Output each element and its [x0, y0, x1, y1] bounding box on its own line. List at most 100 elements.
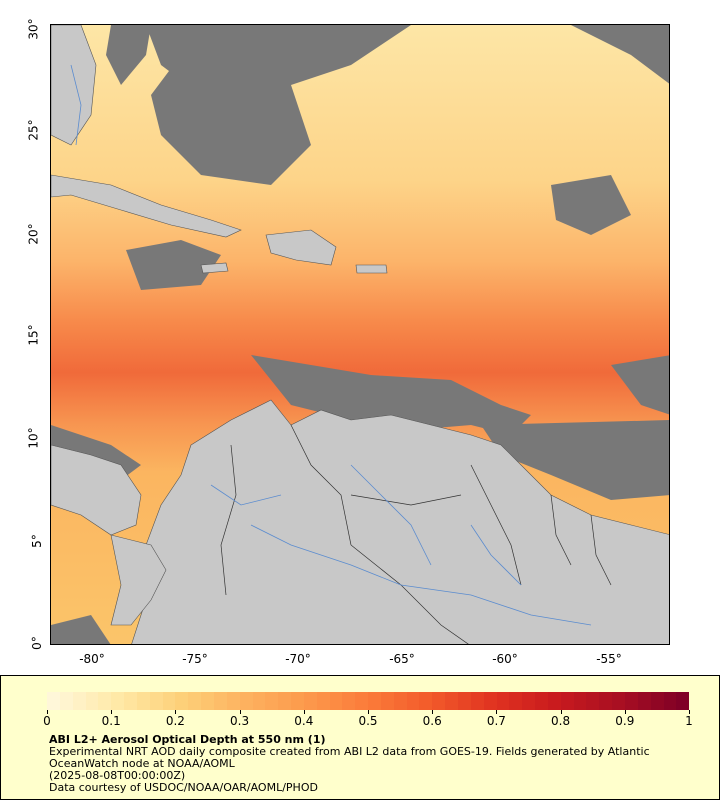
colorbar-step [586, 692, 600, 710]
lon-label-75w: -75° [182, 652, 208, 666]
colorbar-step [637, 692, 651, 710]
florida-land [51, 25, 97, 146]
colorbar-step [663, 692, 677, 710]
colorbar-step [368, 692, 381, 710]
colorbar-tick-label: 1 [685, 714, 693, 728]
legend-title: ABI L2+ Aerosol Optical Depth at 550 nm … [49, 733, 326, 746]
colorbar-tick-mark [624, 710, 626, 714]
colorbar-step [201, 692, 214, 710]
colorbar-tick-label: 0.5 [358, 714, 378, 728]
colorbar-step [380, 692, 394, 710]
colorbar-step [676, 692, 690, 710]
lon-label-60w: -60° [492, 652, 518, 666]
colorbar-tick-label: 0.7 [486, 714, 506, 728]
panama-colombia-land [110, 534, 167, 626]
colorbar-tick-label: 0.1 [101, 714, 121, 728]
legend-panel: 0 0.1 0.2 0.3 0.4 0.5 0.6 0.7 0.8 0.9 1 ABI L2+ Ae… [0, 675, 720, 800]
lat-label-10: 10° [26, 427, 41, 449]
colorbar-step [573, 692, 587, 710]
colorbar-tick-mark [239, 710, 241, 714]
colorbar-tick-mark [368, 710, 369, 714]
colorbar-step [213, 692, 227, 710]
colorbar-step [393, 692, 407, 710]
lon-label-55w: -55° [596, 652, 622, 666]
colorbar-step [136, 692, 150, 710]
colorbar-step [72, 692, 86, 710]
colorbar-tick-label: 0.2 [165, 714, 185, 728]
colorbar-step [599, 692, 613, 710]
colorbar-tick-mark [175, 710, 177, 714]
colorbar-step [535, 692, 548, 710]
colorbar-step [458, 692, 471, 710]
colorbar-step [316, 692, 330, 710]
colorbar-step [59, 692, 73, 710]
colorbar-step [509, 692, 523, 710]
colorbar-step [650, 692, 664, 710]
colorbar-tick-mark [111, 710, 113, 714]
colorbar-step [522, 692, 536, 710]
legend-timestamp: (2025-08-08T00:00:00Z) [49, 769, 186, 782]
colorbar-tick-mark [560, 710, 562, 714]
lon-label-70w: -70° [285, 652, 311, 666]
colorbar-step [624, 692, 638, 710]
colorbar-step [329, 692, 343, 710]
lat-label-5: 5° [30, 534, 45, 548]
lon-label-80w: -80° [79, 652, 105, 666]
lat-label-0: 0° [30, 636, 45, 650]
colorbar-step [226, 692, 240, 710]
aod-map [50, 24, 670, 645]
lat-label-15: 15° [26, 324, 41, 346]
colorbar-step [612, 692, 625, 710]
colorbar-step [124, 692, 137, 710]
colorbar-tick-label: 0 [43, 714, 51, 728]
colorbar-step [547, 692, 561, 710]
colorbar-tick-label: 0.4 [294, 714, 314, 728]
colorbar-tick-mark [47, 710, 48, 714]
colorbar-step [111, 692, 125, 710]
central-america-land [51, 444, 142, 536]
colorbar-step [252, 692, 266, 710]
colorbar-step [149, 692, 163, 710]
colorbar-step [406, 692, 420, 710]
lat-label-25: 25° [26, 119, 41, 141]
lat-label-30: 30° [26, 18, 41, 40]
colorbar-step [265, 692, 279, 710]
puerto-rico-land [355, 264, 388, 274]
colorbar-step [432, 692, 446, 710]
colorbar-step [85, 692, 99, 710]
colorbar-step [278, 692, 292, 710]
colorbar-tick-label: 0.9 [615, 714, 635, 728]
colorbar-step [303, 692, 317, 710]
colorbar-tick-label: 0.3 [230, 714, 250, 728]
legend-credit: Data courtesy of USDOC/NOAA/OAR/AOML/PHO… [49, 781, 318, 794]
colorbar-tick-mark [303, 710, 305, 714]
colorbar-step [239, 692, 253, 710]
colorbar-tick-label: 0.8 [551, 714, 571, 728]
legend-text: ABI L2+ Aerosol Optical Depth at 550 nm … [49, 734, 709, 794]
no-data-regions [51, 25, 669, 644]
cuba-land [51, 174, 242, 238]
colorbar-step [496, 692, 510, 710]
colorbar-tick-mark [432, 710, 434, 714]
colorbar-step [162, 692, 176, 710]
colorbar-step [188, 692, 202, 710]
jamaica-land [200, 262, 229, 274]
colorbar-step [98, 692, 112, 710]
hispaniola-land [265, 229, 337, 266]
legend-description: Experimental NRT AOD daily composite cre… [49, 745, 650, 770]
colorbar-step [560, 692, 574, 710]
country-borders [220, 424, 612, 644]
colorbar-step [47, 692, 60, 710]
aod-colorbar [47, 692, 690, 710]
colorbar-step [419, 692, 433, 710]
map-canvas [51, 25, 669, 644]
lat-label-20: 20° [26, 223, 41, 245]
colorbar-tick-mark [689, 710, 690, 714]
colorbar-tick-label: 0.6 [422, 714, 442, 728]
colorbar-step [175, 692, 189, 710]
colorbar-step [445, 692, 458, 710]
colorbar-step [470, 692, 484, 710]
lon-label-65w: -65° [389, 652, 415, 666]
land [51, 25, 669, 644]
rivers [70, 64, 592, 626]
